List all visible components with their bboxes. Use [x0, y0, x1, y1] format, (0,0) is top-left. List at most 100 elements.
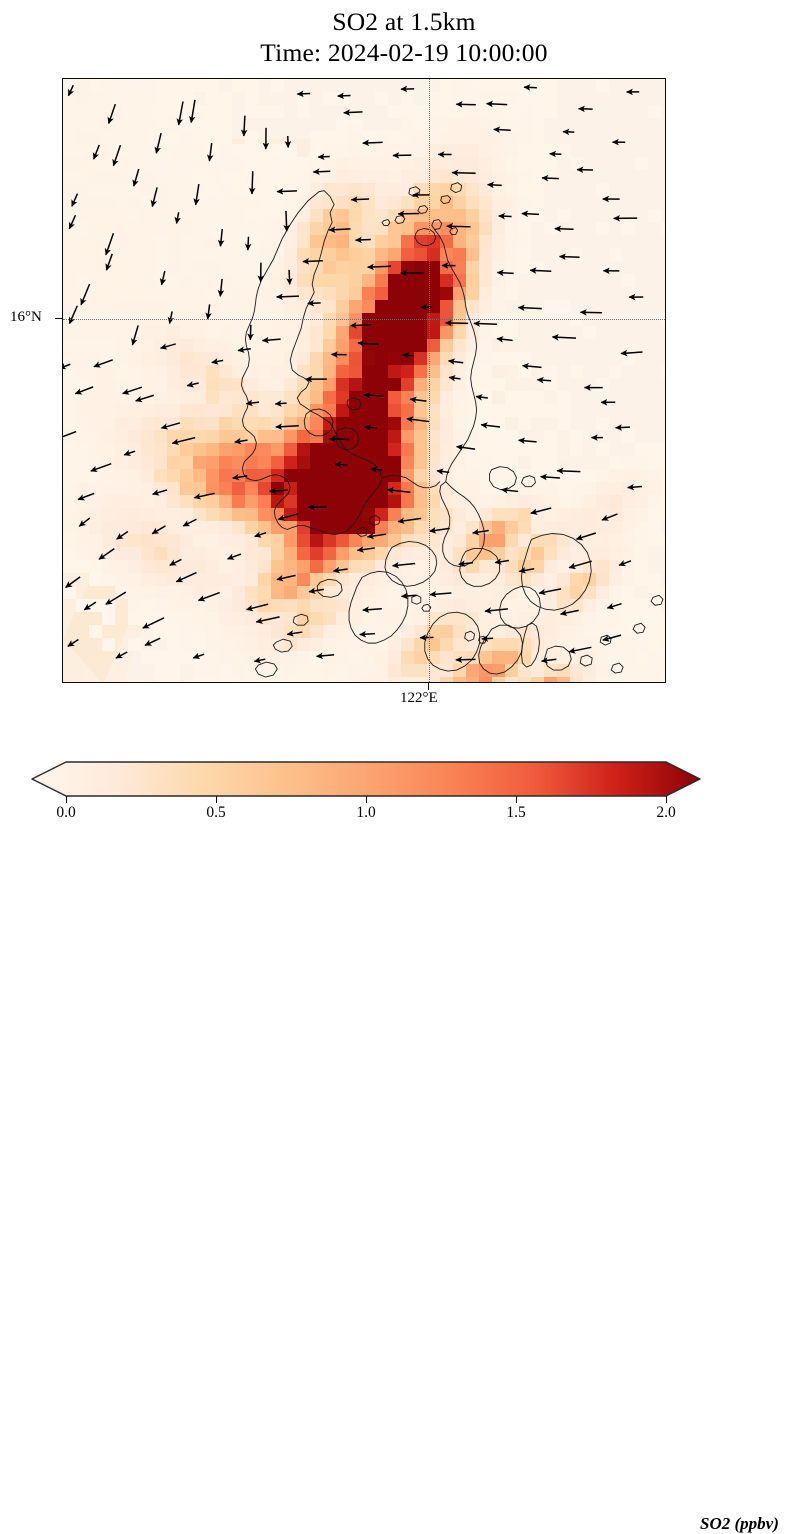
wind-vector-arrow: [313, 171, 330, 172]
wind-vector-arrow: [329, 439, 349, 440]
wind-vector-arrow: [113, 145, 120, 166]
wind-vector-arrow: [170, 559, 182, 565]
wind-vector-arrow: [212, 360, 223, 362]
colorbar-tick-label-3: 1.5: [481, 804, 551, 822]
wind-vector-arrow: [367, 534, 386, 537]
wind-vector-arrow: [124, 451, 135, 455]
wind-vector-arrow: [398, 518, 421, 521]
wind-vector-arrow: [116, 652, 127, 658]
wind-vector-arrow: [365, 427, 377, 428]
wind-vector-arrow: [569, 647, 591, 651]
wind-vector-arrow: [134, 169, 139, 186]
wind-vector-arrow: [193, 654, 204, 658]
colorbar: 0.0 0.5 1.0 1.5 2.0 SO2 (ppbv): [0, 752, 808, 839]
wind-vector-arrow: [106, 592, 126, 604]
wind-vector-arrow: [106, 233, 114, 255]
wind-vector-arrow: [106, 254, 112, 270]
wind-vector-arrow: [447, 226, 471, 227]
colorbar-tick-2: [366, 796, 367, 803]
wind-vector-arrow: [68, 639, 79, 646]
wind-vector-arrow: [459, 563, 473, 565]
wind-vector-arrow: [482, 638, 493, 639]
wind-vector-arrow: [495, 561, 509, 563]
wind-vector-arrow: [552, 337, 576, 338]
wind-vector-arrow: [338, 95, 351, 96]
wind-vector-arrow: [156, 133, 161, 153]
wind-vector-arrow: [117, 531, 128, 539]
wind-vector-arrow: [628, 487, 642, 488]
wind-vector-arrow: [344, 112, 363, 113]
map-axes: [62, 78, 666, 683]
wind-vector-arrow: [602, 514, 618, 520]
wind-vector-arrow: [75, 387, 93, 394]
wind-vector-arrow: [371, 469, 383, 470]
wind-vector-arrow: [619, 561, 631, 565]
wind-vector-arrow: [308, 303, 321, 304]
wind-vector-arrow: [542, 178, 559, 179]
wind-vector-arrow: [287, 632, 302, 634]
wind-vector-arrow: [63, 364, 70, 368]
wind-vector-arrow: [542, 659, 557, 661]
wind-vector-arrow: [153, 490, 167, 494]
wind-vector-arrow: [246, 604, 268, 609]
wind-vector-arrow: [303, 261, 323, 262]
wind-vector-arrow: [481, 425, 500, 427]
wind-vector-arrow: [72, 194, 78, 207]
wind-vector-arrow: [94, 145, 100, 159]
wind-vector-arrow: [220, 279, 222, 296]
wind-vector-arrow: [132, 325, 138, 344]
title-variable-line: SO2 at 1.5km: [0, 6, 808, 37]
gridline-lon-122e: [429, 79, 430, 682]
wind-vector-arrow: [250, 325, 251, 340]
x-tick-mark-122e: [428, 683, 429, 690]
wind-vector-arrow: [78, 493, 94, 499]
wind-vector-arrow: [488, 185, 502, 186]
wind-vector-arrow: [541, 477, 560, 478]
wind-vector-arrow: [522, 366, 541, 368]
wind-vector-arrow: [494, 129, 511, 130]
wind-vector-arrow: [91, 464, 111, 471]
wind-vector-arrow: [497, 339, 513, 341]
wind-vector-arrow: [518, 308, 541, 309]
wind-vector-arrow: [452, 173, 476, 174]
wind-vector-arrow: [136, 395, 154, 401]
wind-vector-arrow: [81, 284, 90, 305]
wind-vector-arrow: [621, 352, 642, 353]
wind-vector-arrow: [84, 602, 96, 610]
wind-vector-arrow: [63, 432, 76, 439]
wind-vector-arrow: [358, 343, 379, 345]
wind-vector-arrow: [286, 211, 287, 231]
wind-vector-arrow: [289, 270, 290, 284]
colorbar-tick-label-4: 2.0: [631, 804, 701, 822]
wind-vector-arrow: [607, 604, 621, 608]
wind-vector-arrow: [522, 214, 539, 215]
colorbar-tick-1: [216, 796, 217, 803]
wind-vector-arrow: [329, 229, 350, 230]
wind-vector-arrow: [487, 104, 508, 105]
wind-vector-arrow: [162, 271, 165, 285]
wind-vector-arrow: [485, 609, 508, 611]
wind-vector-arrow: [519, 440, 537, 442]
wind-vector-arrow: [255, 533, 266, 537]
wind-vector-arrow: [387, 490, 410, 492]
wind-vector-arrow: [194, 493, 214, 497]
wind-vector-arrow: [275, 403, 286, 404]
wind-vector-arrow: [79, 518, 89, 526]
wind-vector-arrow: [256, 617, 279, 622]
wind-vector-arrow: [152, 187, 157, 206]
wind-vector-arrow: [351, 325, 372, 326]
wind-vector-arrow: [179, 102, 183, 125]
wind-vector-arrow: [170, 311, 173, 323]
wind-vector-arrow: [252, 171, 253, 194]
wind-vector-arrow: [244, 116, 245, 136]
wind-vector-arrow: [262, 339, 280, 340]
map-plot-area: [63, 79, 665, 682]
wind-vector-arrow: [531, 508, 551, 513]
wind-vector-arrow: [161, 423, 180, 428]
x-tick-label-122e: 122°E: [400, 690, 438, 707]
wind-vector-arrow: [196, 184, 199, 205]
wind-vector-arrow: [430, 528, 450, 531]
wind-vector-arrow: [277, 191, 297, 192]
colorbar-tick-4: [666, 796, 667, 803]
wind-vector-arrow: [360, 634, 375, 635]
